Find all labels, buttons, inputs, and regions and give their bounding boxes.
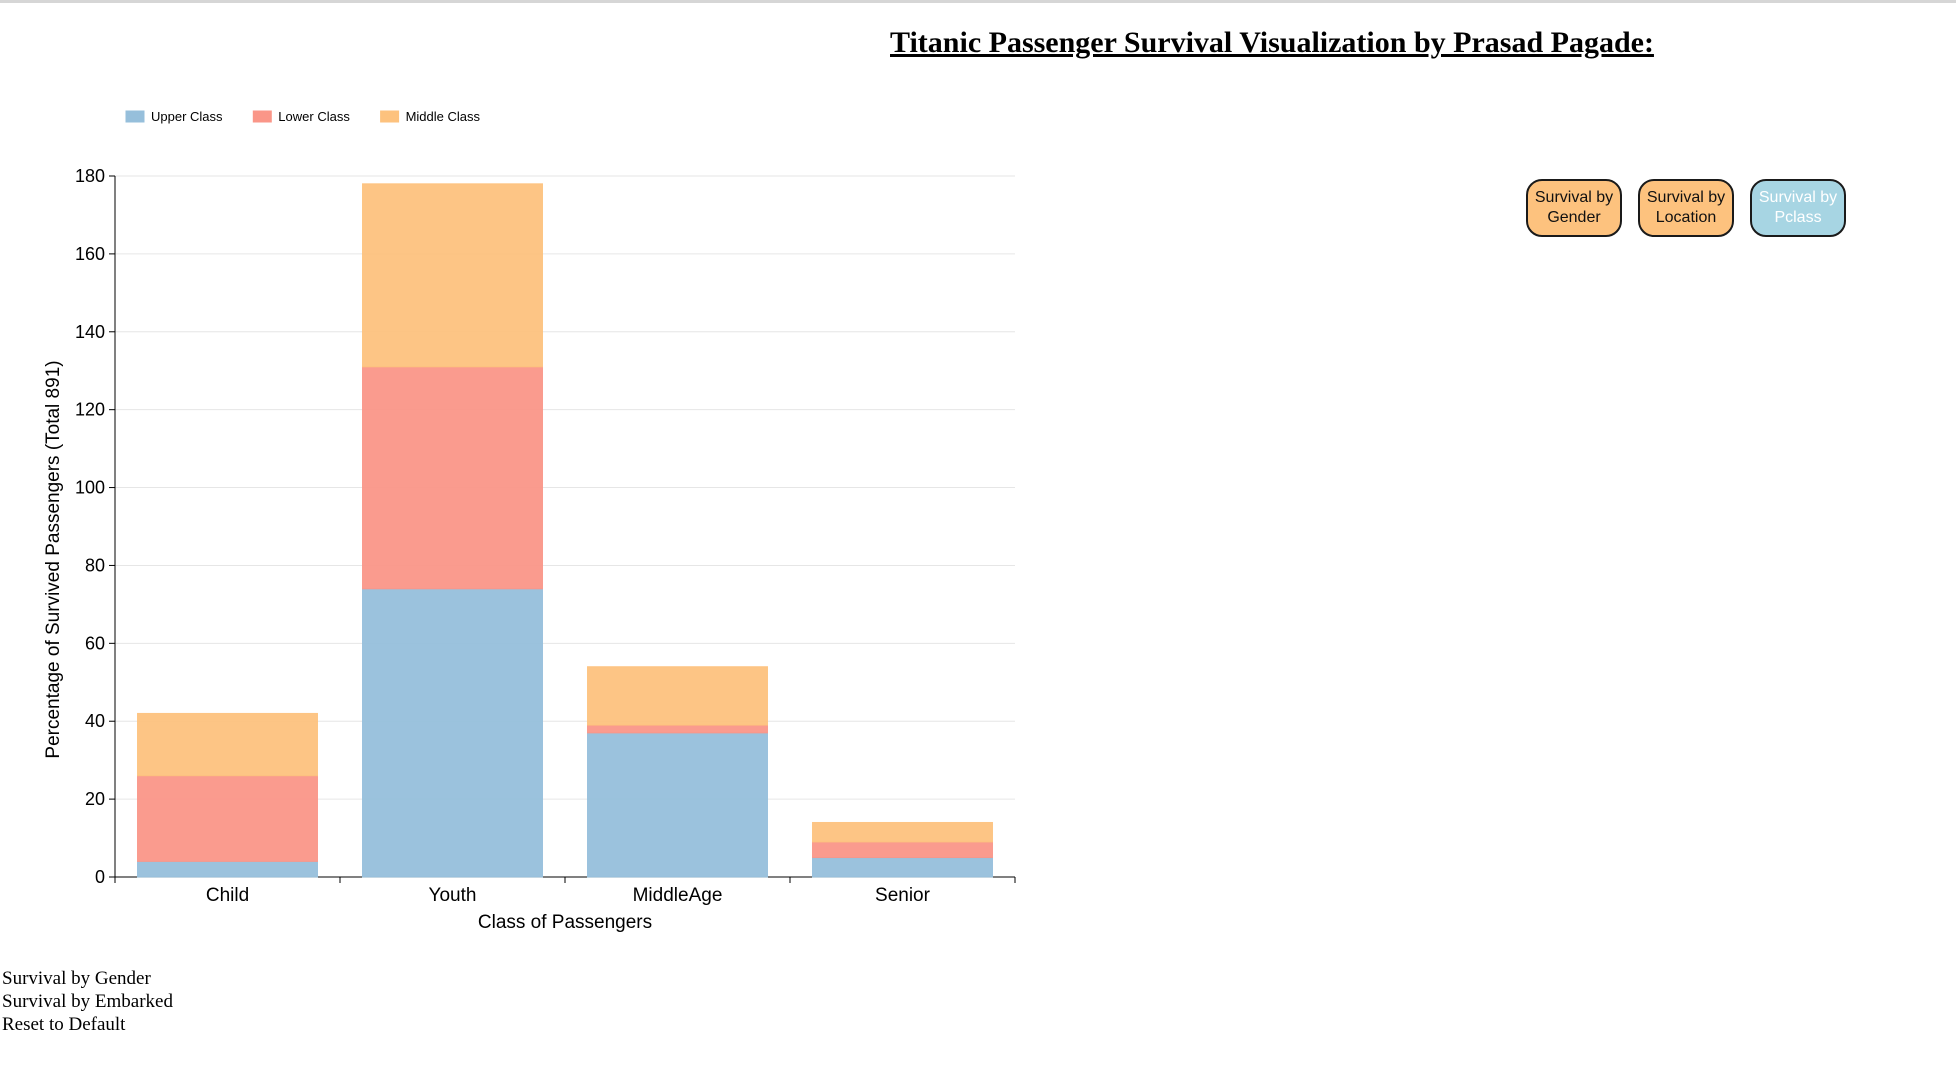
- bar-senior-lower-class: [812, 841, 993, 859]
- y-tick-label: 180: [75, 166, 105, 186]
- bar-middleage-middle-class: [587, 666, 768, 726]
- bar-middleage-lower-class: [587, 724, 768, 734]
- y-tick-label: 40: [85, 711, 105, 731]
- stacked-bar-chart: 0 20 40 60 80 100 120 140 160 180 Child Youth Middle…: [43, 109, 1016, 933]
- bar-child-lower-class: [137, 775, 318, 862]
- top-rule: [0, 0, 1956, 3]
- y-tick-label: 140: [75, 322, 105, 342]
- legend-swatch-middle-class: [380, 110, 400, 123]
- bottom-links: Survival by Gender Survival by Embarked …: [2, 967, 173, 1036]
- survival-by-gender-link[interactable]: Survival by Gender: [2, 968, 151, 989]
- y-axis-title: Percentage of Survived Passengers (Total…: [43, 360, 64, 758]
- x-tick-label: MiddleAge: [633, 885, 723, 906]
- survival-by-pclass-button[interactable]: Survival by Pclass: [1750, 179, 1846, 237]
- y-tick-label: 160: [75, 244, 105, 264]
- bar-child-middle-class: [137, 712, 318, 777]
- x-tick-label: Child: [206, 885, 249, 906]
- bar-senior-middle-class: [812, 821, 993, 843]
- page-title: Titanic Passenger Survival Visualization…: [890, 26, 1654, 59]
- y-tick-label: 100: [75, 478, 105, 498]
- x-tick-label: Youth: [429, 885, 477, 906]
- filter-button-group: Survival by Gender Survival by Location …: [1526, 179, 1846, 237]
- y-tick-label: 20: [85, 789, 105, 809]
- legend-label-upper-class: Upper Class: [151, 109, 223, 124]
- bar-child-upper-class: [137, 860, 318, 878]
- survival-by-location-button[interactable]: Survival by Location: [1638, 179, 1734, 237]
- legend-label-lower-class: Lower Class: [278, 109, 350, 124]
- reset-to-default-link[interactable]: Reset to Default: [2, 1014, 126, 1035]
- y-tick-label: 60: [85, 633, 105, 653]
- y-tick-label: 80: [85, 555, 105, 575]
- legend-swatch-lower-class: [252, 110, 272, 123]
- bar-youth-middle-class: [362, 183, 543, 368]
- bar-youth-upper-class: [362, 588, 543, 878]
- y-tick-label: 120: [75, 400, 105, 420]
- x-tick-label: Senior: [875, 885, 931, 906]
- y-tick-label: 0: [95, 867, 105, 887]
- x-axis-title: Class of Passengers: [478, 912, 652, 933]
- survival-by-gender-button[interactable]: Survival by Gender: [1526, 179, 1622, 237]
- bar-middleage-upper-class: [587, 732, 768, 878]
- bar-youth-lower-class: [362, 366, 543, 590]
- legend-swatch-upper-class: [125, 110, 145, 123]
- bar-senior-upper-class: [812, 857, 993, 878]
- survival-by-embarked-link[interactable]: Survival by Embarked: [2, 991, 173, 1012]
- legend-label-middle-class: Middle Class: [406, 109, 481, 124]
